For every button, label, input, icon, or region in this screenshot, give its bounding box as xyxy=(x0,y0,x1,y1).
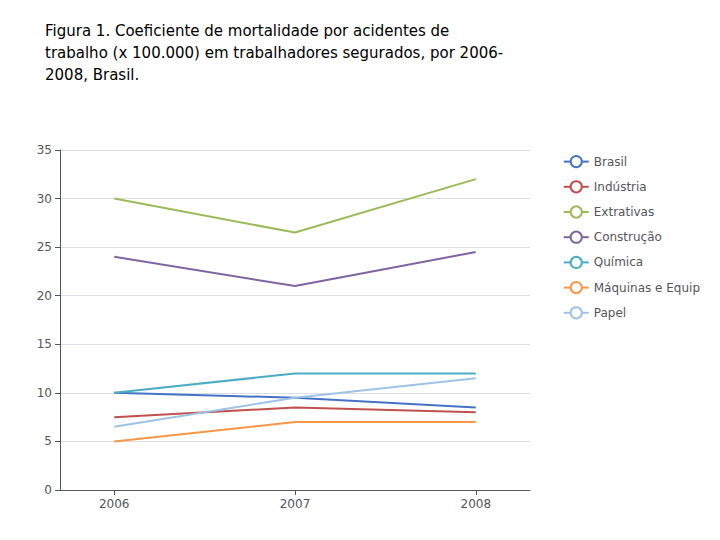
svg-text:20: 20 xyxy=(37,289,52,303)
svg-text:2008, Brasil.: 2008, Brasil. xyxy=(45,66,139,84)
svg-text:trabalho (x 100.000) em trabal: trabalho (x 100.000) em trabalhadores se… xyxy=(45,44,503,62)
svg-text:Máquinas e Equip: Máquinas e Equip xyxy=(594,281,700,295)
svg-text:Figura 1. Coeficiente de morta: Figura 1. Coeficiente de mortalidade por… xyxy=(45,22,449,40)
svg-text:5: 5 xyxy=(44,434,52,448)
svg-text:15: 15 xyxy=(37,337,52,351)
svg-text:Brasil: Brasil xyxy=(594,155,627,169)
svg-text:Extrativas: Extrativas xyxy=(594,205,654,219)
svg-text:25: 25 xyxy=(37,240,52,254)
svg-text:0: 0 xyxy=(44,483,52,497)
svg-text:30: 30 xyxy=(37,192,52,206)
svg-text:35: 35 xyxy=(37,143,52,157)
svg-text:Construção: Construção xyxy=(594,230,662,244)
svg-text:10: 10 xyxy=(37,386,52,400)
svg-text:2006: 2006 xyxy=(99,497,130,511)
svg-text:2007: 2007 xyxy=(280,497,311,511)
svg-text:Química: Química xyxy=(594,255,643,269)
svg-text:2008: 2008 xyxy=(460,497,491,511)
svg-text:Indústria: Indústria xyxy=(594,180,647,194)
svg-text:Papel: Papel xyxy=(594,306,626,320)
